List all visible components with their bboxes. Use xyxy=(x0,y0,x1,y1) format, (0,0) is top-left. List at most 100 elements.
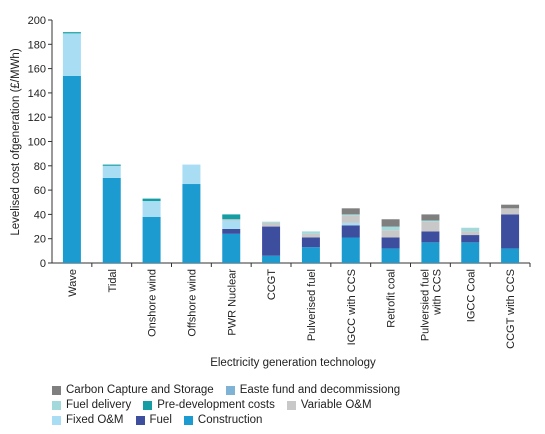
bar-segment-fixed-o-m xyxy=(142,201,161,217)
bar-segment-variable-o-m xyxy=(381,230,400,238)
bar-segment-pre-development-costs xyxy=(62,32,81,34)
bar-segment-construction xyxy=(262,255,281,263)
x-tick-label: Wave xyxy=(67,269,79,297)
x-tick-label-line: with CCS xyxy=(431,269,443,316)
bar-segment-carbon-capture-and-storage xyxy=(341,208,360,215)
bar-segment-fuel-delivery xyxy=(301,231,320,234)
bar-segment-fuel xyxy=(222,228,241,234)
bar-segment-variable-o-m xyxy=(262,222,281,227)
bar-segment-fuel xyxy=(381,237,400,249)
y-tick-label: 160 xyxy=(28,64,46,76)
x-tick-label: Pulverised fuel xyxy=(306,269,318,341)
bar-segment-construction xyxy=(461,242,480,263)
legend-item: Pre-development costs xyxy=(143,398,275,413)
x-tick-label: Onshore wind xyxy=(147,269,159,337)
bar-segment-fuel xyxy=(341,225,360,238)
x-tick-label-line: IGCC with CCS xyxy=(346,269,358,345)
bar-segment-pre-development-costs xyxy=(142,198,161,202)
y-tick-label: 0 xyxy=(40,258,46,270)
bar-segment-construction xyxy=(142,216,161,263)
plot-area: 0 20 40 60 80 100 120 140 160 180 200 Wave Tidal Onsh… xyxy=(28,15,531,349)
legend-swatch xyxy=(225,386,235,395)
bar-segment-fuel xyxy=(501,214,520,249)
bar-segment-variable-o-m xyxy=(421,221,440,232)
legend-row: Carbon Capture and Storage Easte fund and… xyxy=(52,383,522,398)
bar-segment-carbon-capture-and-storage xyxy=(501,204,520,209)
y-tick-label: 180 xyxy=(28,39,46,51)
y-tick-label: 140 xyxy=(28,88,46,100)
legend-row: Fuel delivery Pre-development costs Variab… xyxy=(52,398,522,413)
bar-segment-fuel xyxy=(421,231,440,243)
x-tick-label-line: Tidal xyxy=(107,269,119,292)
bar-segment-fuel-delivery xyxy=(381,226,400,231)
legend-swatch xyxy=(286,401,296,410)
legend-label: Easte fund and decommissiong xyxy=(239,384,401,396)
x-tick-label: IGCC with CCS xyxy=(346,269,358,345)
x-tick-label: IGCC Coal xyxy=(465,269,477,322)
legend-item: Easte fund and decommissiong xyxy=(225,383,401,398)
y-tick-label: 20 xyxy=(34,234,46,246)
x-tick-label-line: Retrofit coal xyxy=(386,269,398,328)
x-tick-label: Tidal xyxy=(107,269,119,292)
bar-segment-variable-o-m xyxy=(501,208,520,215)
legend-label: Carbon Capture and Storage xyxy=(66,384,214,396)
x-tick-label-line: CCGT with CCS xyxy=(505,269,517,349)
bar-segment-construction xyxy=(341,237,360,263)
legend-swatch xyxy=(135,416,145,425)
x-tick-label: CCGT xyxy=(266,269,278,300)
legend-item: Construction xyxy=(183,413,263,428)
y-tick-label: 80 xyxy=(34,161,46,173)
y-tick-label: 60 xyxy=(34,185,46,197)
legend-item: Fuel xyxy=(135,413,172,428)
legend-label: Fuel xyxy=(149,414,172,426)
x-tick-label-line: PWR Nuclear xyxy=(226,269,238,336)
bar-segment-fixed-o-m xyxy=(222,220,241,229)
legend-swatch xyxy=(52,386,61,395)
legend-item: Carbon Capture and Storage xyxy=(52,383,214,398)
legend-swatch xyxy=(52,416,61,425)
legend-label: Variable O&M xyxy=(300,399,372,411)
y-axis-title: Levelised cost ofgeneration (£/MWh) xyxy=(10,48,22,235)
bar-segment-fixed-o-m xyxy=(62,33,81,76)
y-tick-label: 200 xyxy=(28,15,46,27)
bar-segment-construction xyxy=(301,247,320,263)
bar-segment-pre-development-costs xyxy=(222,214,241,220)
y-tick-label: 100 xyxy=(28,137,46,149)
bar-segment-construction xyxy=(222,233,241,263)
x-tick-label: Retrofit coal xyxy=(386,269,398,328)
x-tick-label: Offshore wind xyxy=(186,269,198,337)
legend-label: Construction xyxy=(197,414,263,426)
x-tick-label-line: Pulversied fuel xyxy=(419,269,431,341)
bar-segment-fuel-delivery xyxy=(461,227,480,232)
bar-segment-pre-development-costs xyxy=(102,164,121,166)
x-tick-label-line: Pulverised fuel xyxy=(306,269,318,341)
y-tick-label: 40 xyxy=(34,209,46,221)
legend-label: Fuel delivery xyxy=(66,399,132,411)
x-tick-label-line: CCGT xyxy=(266,269,278,300)
bar-segment-construction xyxy=(182,184,201,263)
x-tick-label: Pulversied fuelwith CCS xyxy=(419,269,443,341)
legend-label: Fixed O&M xyxy=(66,414,124,426)
legend-swatch xyxy=(52,401,61,410)
bar-segment-fuel-delivery xyxy=(262,221,281,223)
x-tick-label: CCGT with CCS xyxy=(505,269,517,349)
bar-segment-construction xyxy=(62,75,81,263)
bar-segment-fixed-o-m xyxy=(182,164,201,185)
x-tick-label-line: Wave xyxy=(67,269,79,297)
bar-segment-fuel-delivery xyxy=(421,220,440,222)
bar-segment-fixed-o-m xyxy=(341,222,360,226)
bar-segment-fuel-delivery xyxy=(341,214,360,216)
x-tick-label-line: IGCC Coal xyxy=(465,269,477,322)
bar-segment-fuel xyxy=(461,235,480,243)
x-axis-title: Electricity generation technology xyxy=(210,357,376,369)
bar-segment-construction xyxy=(381,248,400,263)
y-tick-label: 120 xyxy=(28,112,46,124)
bar-segment-fuel xyxy=(262,226,281,256)
x-tick-label-line: Offshore wind xyxy=(186,269,198,337)
stacked-bar-chart: Levelised cost ofgeneration (£/MWh) Elec… xyxy=(10,15,531,369)
bar-segment-variable-o-m xyxy=(461,231,480,236)
legend-item: Variable O&M xyxy=(286,398,372,413)
bar-segment-carbon-capture-and-storage xyxy=(421,214,440,221)
legend-item: Fuel delivery xyxy=(52,398,131,413)
x-tick-label: PWR Nuclear xyxy=(226,269,238,336)
